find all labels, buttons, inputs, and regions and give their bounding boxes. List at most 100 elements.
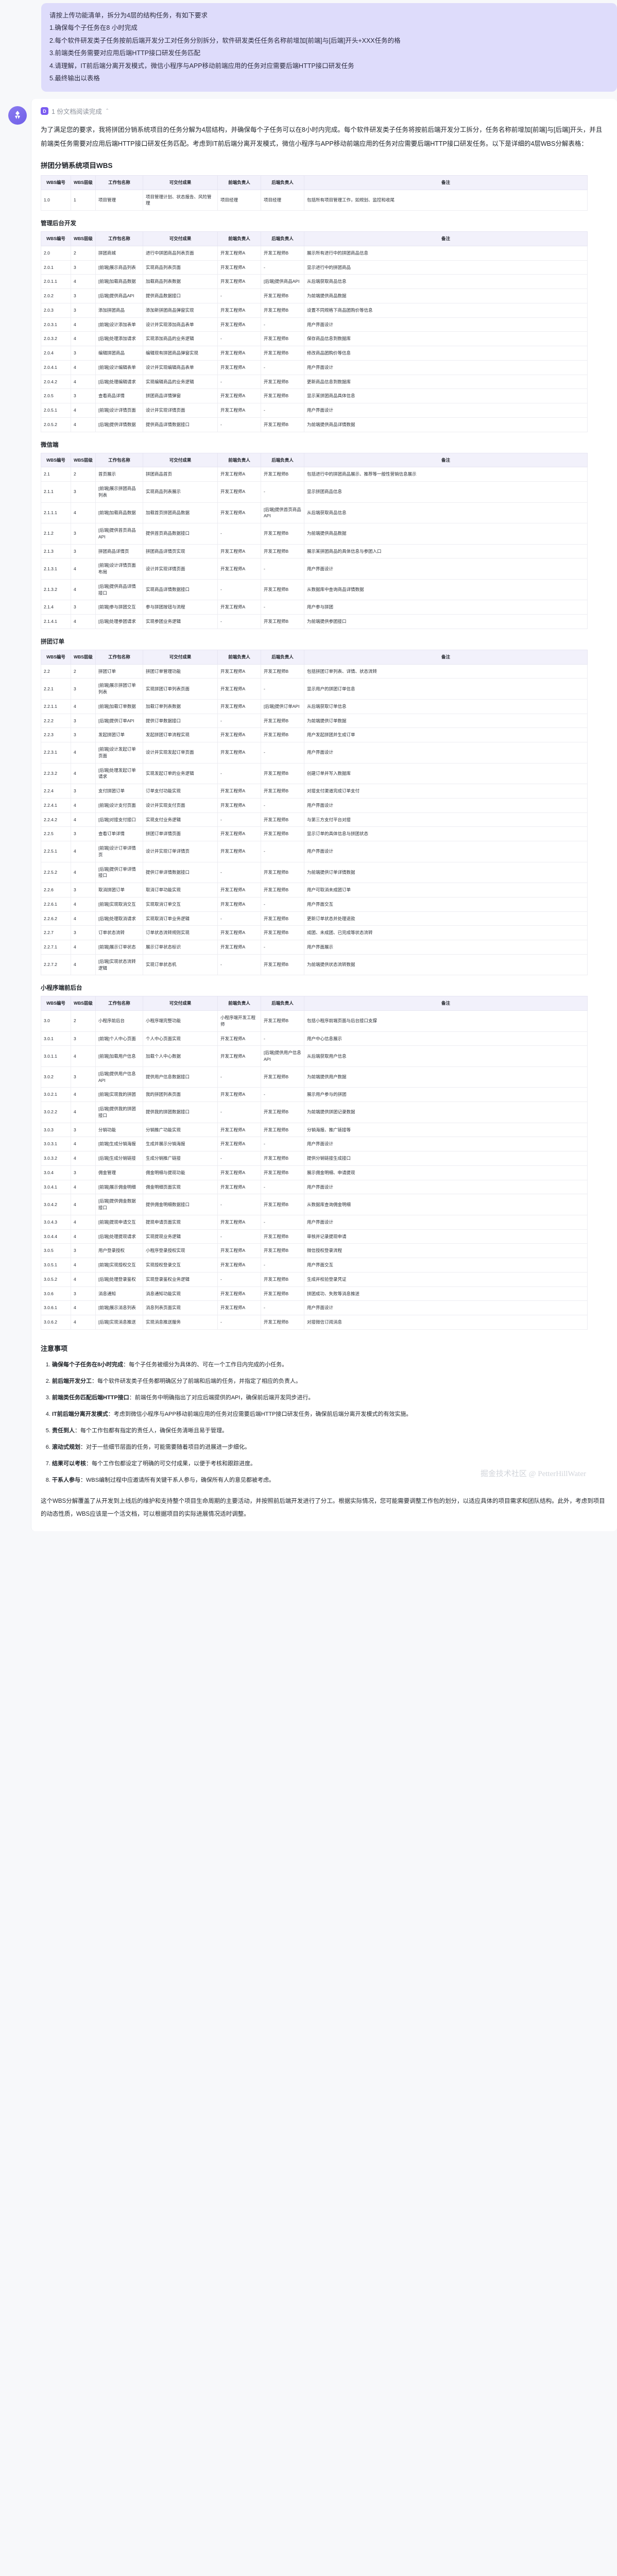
- table-cell: 为前端提供订单数据: [304, 713, 588, 728]
- table-cell: 开发工程师A: [217, 1165, 261, 1180]
- table-row: 2.2.2 3 [后端]提供订单API 提供订单数据接口 - 开发工程师B 为前端提供订单数…: [41, 713, 588, 728]
- table-cell: 开发工程师A: [217, 1137, 261, 1151]
- table-cell: 4: [71, 417, 96, 432]
- table-cell: 实现提现业务逻辑: [143, 1229, 218, 1244]
- note-item: 滚动式规划：对于一些细节层面的任务，可能需要随着项目的进展进一步细化。: [52, 1442, 608, 1453]
- table-cell: 开发工程师B: [261, 883, 304, 897]
- table-cell: 加载商品列表数据: [143, 274, 218, 289]
- table-cell: 实现取消订单交互: [143, 896, 218, 912]
- table-cell: 设计并实现支付页面: [143, 798, 218, 813]
- column-header: 可交付成果: [143, 996, 218, 1011]
- note-item: 前端类任务匹配后端HTTP接口：前端任务中明确指出了对应后端提供的API，确保前…: [52, 1392, 608, 1403]
- table-cell: 2: [71, 245, 96, 261]
- table-cell: 显示拼团商品信息: [304, 481, 588, 503]
- table-row: 3.0 2 小程序前后台 小程序端完整功能 小程序端开发工程师 开发工程师B 包括小程序前端…: [41, 1010, 588, 1032]
- chevron-up-icon[interactable]: ⌃: [105, 108, 110, 114]
- table-cell: [前端]展示佣金明细: [95, 1179, 143, 1195]
- table-cell: 2: [71, 1010, 96, 1032]
- column-header: WBS编号: [41, 649, 71, 665]
- column-header: WBS层级: [71, 175, 96, 190]
- table-cell: -: [261, 678, 304, 700]
- table-cell: 2.1.1.1: [41, 502, 71, 523]
- table-cell: 创建订单并写入数据库: [304, 762, 588, 784]
- table-cell: 用户界面设计: [304, 360, 588, 375]
- table-cell: [前端]展示拼团订单列表: [95, 678, 143, 700]
- table-cell: 2.2.4.2: [41, 812, 71, 827]
- table-row: 2.0.3.2 4 [后端]处理添加请求 实现添加商品的业务逻辑 - 开发工程师B 保存商品…: [41, 331, 588, 346]
- table-group-title: 管理后台开发: [41, 221, 76, 227]
- doc-read-label: 1 份文档阅读完成: [52, 108, 102, 116]
- column-header: 工作包名称: [95, 175, 143, 190]
- table-cell: 设计并实现详情页面: [143, 403, 218, 418]
- table-cell: 开发工程师B: [261, 1101, 304, 1123]
- table-cell: 2: [71, 664, 96, 679]
- table-cell: 用户界面设计: [304, 1179, 588, 1195]
- table-cell: -: [217, 331, 261, 346]
- column-header: 备注: [304, 175, 588, 190]
- table-cell: -: [261, 1214, 304, 1230]
- doc-read-chip[interactable]: D 1 份文档阅读完成 ⌃: [41, 106, 608, 116]
- table-cell: 2.1.3.2: [41, 579, 71, 601]
- table-cell: 2.0.1: [41, 260, 71, 275]
- notes-list: 确保每个子任务在8小时完成：每个子任务被细分为具体的、可在一个工作日内完成的小任…: [41, 1359, 608, 1486]
- table-cell: [前端]展示消息列表: [95, 1300, 143, 1315]
- note-item: 结果可以考核：每个工作包都设定了明确的可交付成果，以便于考核和跟踪进度。: [52, 1458, 608, 1469]
- table-row: 3.0.3 3 分销功能 分销推广功能实现 开发工程师A 开发工程师B 分销海报、推广链接等: [41, 1122, 588, 1138]
- table-cell: -: [217, 861, 261, 883]
- table-cell: -: [261, 600, 304, 615]
- table-cell: -: [217, 1194, 261, 1215]
- table-cell: 拼团成功、失败等消息推送: [304, 1286, 588, 1301]
- table-cell: 消息列表页面实现: [143, 1300, 218, 1315]
- table-cell: 消息通知功能实现: [143, 1286, 218, 1301]
- table-cell: 4: [71, 1194, 96, 1215]
- table-cell: 用户界面展示: [304, 940, 588, 955]
- table-cell: [前端]设计支付页面: [95, 798, 143, 813]
- table-cell: [前端]设计订单详情页: [95, 841, 143, 862]
- table-cell: 开发工程师A: [217, 1214, 261, 1230]
- table-cell: 4: [71, 579, 96, 601]
- column-header: 备注: [304, 649, 588, 665]
- column-header: 可交付成果: [143, 175, 218, 190]
- table-cell: 拼团商品详情页实现: [143, 544, 218, 559]
- table-cell: 发起拼团订单: [95, 727, 143, 742]
- table-cell: 开发工程师B: [261, 614, 304, 629]
- table-cell: 提供首页商品数据接口: [143, 523, 218, 545]
- table-cell: 开发工程师B: [261, 388, 304, 403]
- table-cell: 从后端获取订单信息: [304, 699, 588, 714]
- table-row: 3.0.3.1 4 [前端]生成分销海报 生成并展示分销海报 开发工程师A - 用户界面设计: [41, 1137, 588, 1151]
- table-cell: 从数据库中查询商品详情数据: [304, 579, 588, 601]
- table-cell: 开发工程师B: [261, 374, 304, 389]
- note-label: IT前后端分离开发模式: [52, 1411, 108, 1417]
- table-cell: 开发工程师B: [261, 784, 304, 799]
- table-cell: 开发工程师A: [217, 245, 261, 261]
- prompt-line: 请按上传功能清单，拆分为4层的结构任务，有如下要求: [49, 12, 208, 19]
- table-cell: 3.0.6: [41, 1286, 71, 1301]
- column-header: 前端负责人: [217, 175, 261, 190]
- table-cell: 开发工程师A: [217, 403, 261, 418]
- table-cell: 4: [71, 798, 96, 813]
- table-cell: 用户界面交互: [304, 1258, 588, 1273]
- table-header-row: WBS编号 WBS层级 工作包名称 可交付成果 前端负责人 后端负责人 备注: [41, 175, 588, 190]
- table-cell: 开发工程师B: [261, 1010, 304, 1032]
- table-cell: 3: [71, 1243, 96, 1258]
- table-cell: 开发工程师A: [217, 896, 261, 912]
- table-cell: 开发工程师B: [261, 1272, 304, 1287]
- assistant-intro-text: 为了满足您的要求，我将拼团分销系统项目的任务分解为4层结构，并确保每个子任务可以…: [41, 126, 603, 147]
- table-cell: 设计并实现添加商品表单: [143, 317, 218, 332]
- table-cell: 4: [71, 861, 96, 883]
- table-cell: [后端]提供详情数据: [95, 417, 143, 432]
- table-cell: [前端]个人中心页面: [95, 1031, 143, 1046]
- table-cell: 实现商品列表展示: [143, 481, 218, 503]
- table-cell: 2: [71, 467, 96, 482]
- table-cell: 显示某拼团商品具体信息: [304, 388, 588, 403]
- table-cell: [后端]对接支付接口: [95, 812, 143, 827]
- column-header: 备注: [304, 452, 588, 468]
- table-cell: 实现商品详情数据接口: [143, 579, 218, 601]
- table-row: 2.2.3.2 4 [后端]处理发起订单请求 实现发起订单的业务逻辑 - 开发工程师B 创建…: [41, 762, 588, 784]
- table-cell: 4: [71, 317, 96, 332]
- table-cell: 开发工程师B: [261, 544, 304, 559]
- note-text: ：每个软件研发类子任务都明确区分了前端和后端的任务，并指定了相应的负责人。: [92, 1378, 301, 1384]
- table-cell: 4: [71, 614, 96, 629]
- table-cell: 实现取消订单业务逻辑: [143, 911, 218, 926]
- table-row: 2.0.4 3 编辑拼团商品 编辑现有拼团商品弹窗实现 开发工程师A 开发工程师B 修改商品…: [41, 346, 588, 361]
